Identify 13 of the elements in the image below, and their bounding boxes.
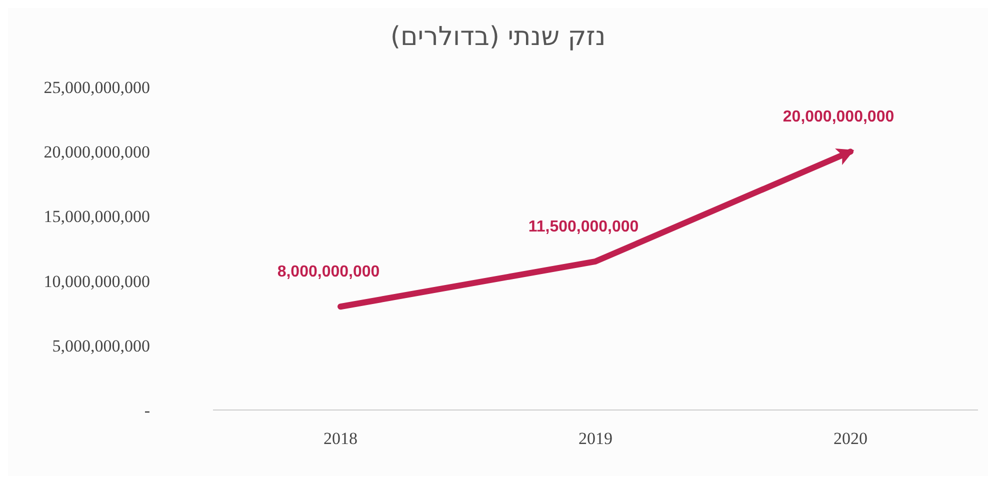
data-label: 11,500,000,000	[528, 218, 639, 236]
data-label: 20,000,000,000	[782, 108, 894, 126]
data-label: 8,000,000,000	[277, 264, 380, 281]
y-tick-label: 15,000,000,000	[44, 207, 150, 226]
y-tick-label: -	[144, 401, 150, 420]
y-tick-label: 20,000,000,000	[44, 142, 150, 162]
x-tick-label: 2018	[324, 429, 358, 448]
x-tick-label: 2020	[834, 429, 868, 448]
y-tick-label: 25,000,000,000	[44, 78, 150, 98]
y-tick-label: 5,000,000,000	[52, 336, 150, 356]
chart-title: נזק שנתי (בדולרים)	[389, 21, 607, 54]
x-tick-label: 2019	[578, 429, 612, 448]
y-tick-label: 10,000,000,000	[44, 272, 150, 291]
